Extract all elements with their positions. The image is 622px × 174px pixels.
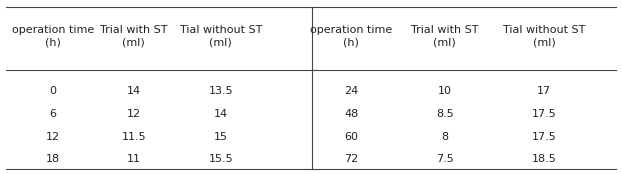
Text: 14: 14 bbox=[127, 86, 141, 96]
Text: 14: 14 bbox=[214, 109, 228, 119]
Text: 48: 48 bbox=[345, 109, 358, 119]
Text: 60: 60 bbox=[345, 132, 358, 142]
Text: 18.5: 18.5 bbox=[532, 154, 557, 164]
Text: 15: 15 bbox=[214, 132, 228, 142]
Text: Tial without ST
(ml): Tial without ST (ml) bbox=[180, 25, 262, 48]
Text: 7.5: 7.5 bbox=[436, 154, 453, 164]
Text: operation time
(h): operation time (h) bbox=[12, 25, 94, 48]
Text: 24: 24 bbox=[345, 86, 358, 96]
Text: 12: 12 bbox=[46, 132, 60, 142]
Text: 17.5: 17.5 bbox=[532, 109, 557, 119]
Text: Trial with ST
(ml): Trial with ST (ml) bbox=[100, 25, 167, 48]
Text: 12: 12 bbox=[127, 109, 141, 119]
Text: 15.5: 15.5 bbox=[208, 154, 233, 164]
Text: 17.5: 17.5 bbox=[532, 132, 557, 142]
Text: 17: 17 bbox=[537, 86, 551, 96]
Text: 10: 10 bbox=[438, 86, 452, 96]
Text: 72: 72 bbox=[345, 154, 358, 164]
Text: 11: 11 bbox=[127, 154, 141, 164]
Text: 6: 6 bbox=[49, 109, 57, 119]
Text: 11.5: 11.5 bbox=[121, 132, 146, 142]
Text: Trial with ST
(ml): Trial with ST (ml) bbox=[411, 25, 478, 48]
Text: 18: 18 bbox=[46, 154, 60, 164]
Text: 8: 8 bbox=[441, 132, 448, 142]
Text: 0: 0 bbox=[49, 86, 57, 96]
Text: Tial without ST
(ml): Tial without ST (ml) bbox=[503, 25, 585, 48]
Text: 13.5: 13.5 bbox=[208, 86, 233, 96]
Text: 8.5: 8.5 bbox=[436, 109, 453, 119]
Text: operation time
(h): operation time (h) bbox=[310, 25, 392, 48]
